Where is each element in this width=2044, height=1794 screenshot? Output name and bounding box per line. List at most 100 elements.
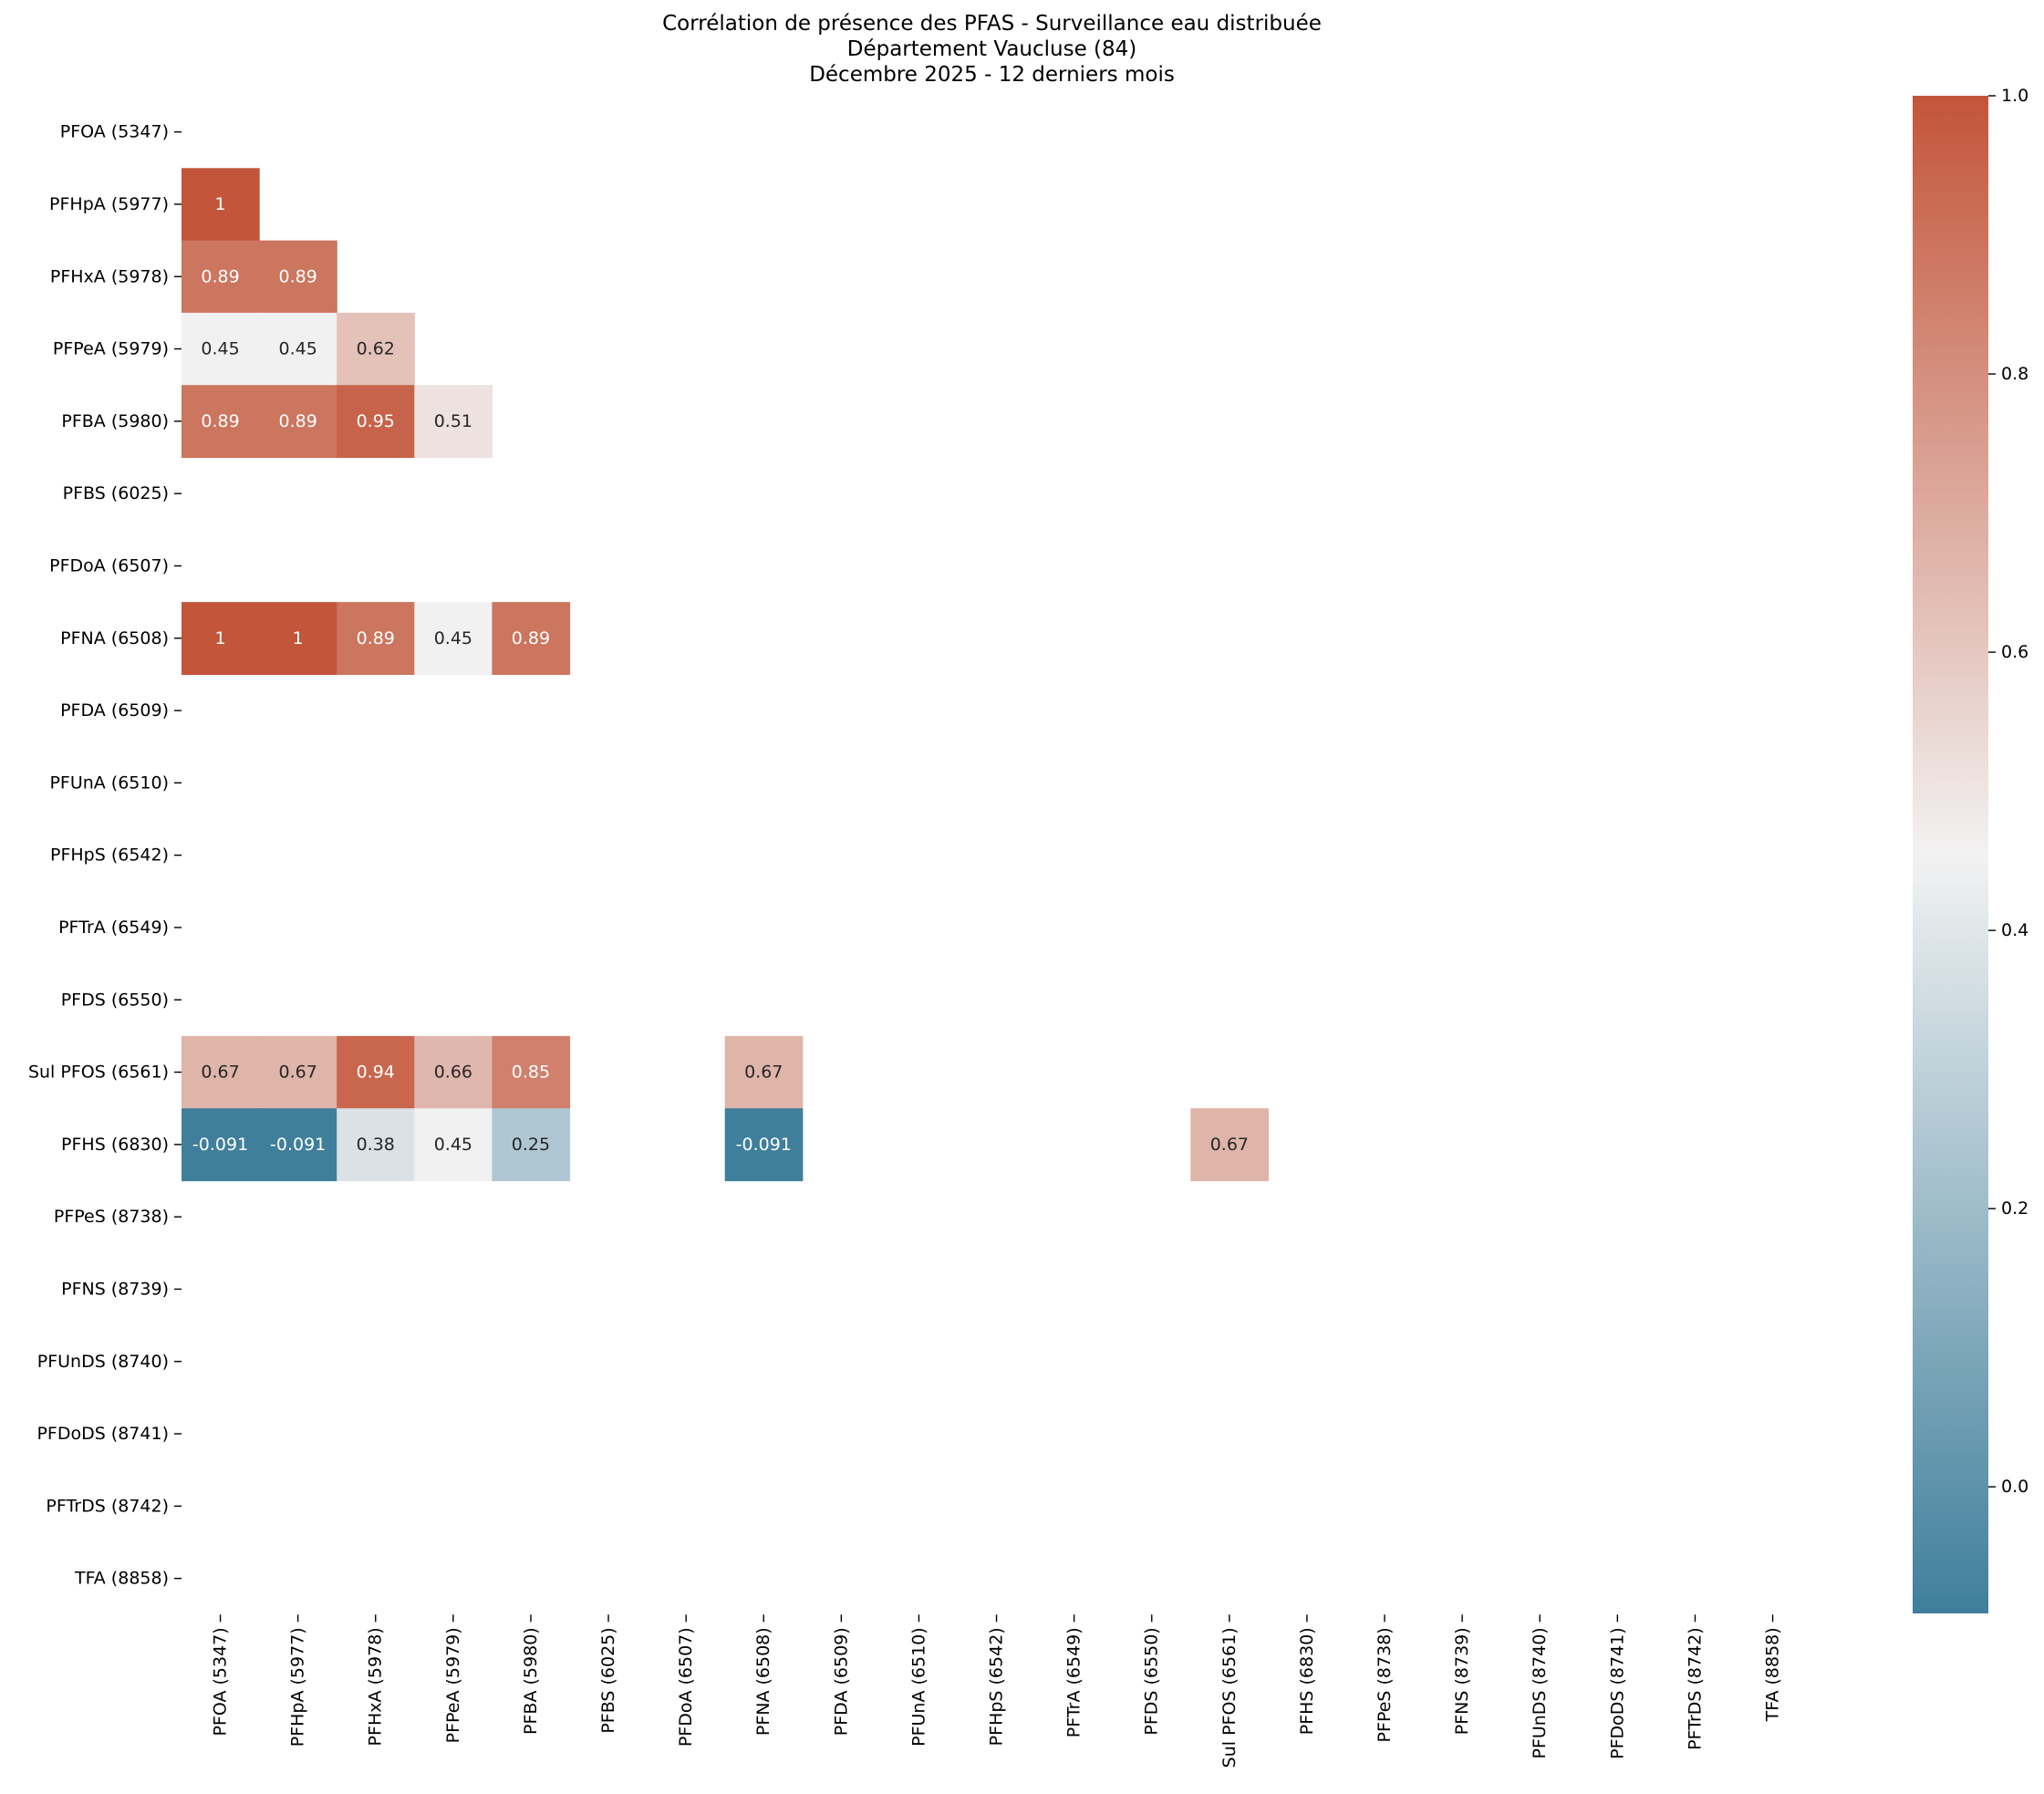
y-tick-label: PFDoDS (8741) — [36, 1424, 169, 1444]
y-tick-label: PFDoA (6507) — [49, 555, 169, 576]
cell-value-label: 0.85 — [512, 1063, 550, 1083]
x-tick-label: TFA (8858) — [1763, 1627, 1783, 1722]
y-tick-label: PFHpA (5977) — [49, 194, 169, 214]
cell-value-label: 0.89 — [512, 628, 550, 648]
y-tick-label: Sul PFOS (6561) — [28, 1063, 169, 1083]
heatmap-cell — [724, 1035, 804, 1109]
chart-title-line-1: Corrélation de présence des PFAS - Surve… — [662, 12, 1322, 36]
x-tick-label: PFDoA (6507) — [676, 1627, 696, 1747]
heatmap-cell — [414, 385, 493, 459]
y-tick-label: PFDS (6550) — [61, 990, 169, 1010]
heatmap-cell — [259, 1108, 337, 1182]
x-tick-label: PFPeS (8738) — [1375, 1627, 1395, 1742]
y-tick-label: PFTrA (6549) — [58, 918, 169, 938]
x-tick-label: PFBA (5980) — [521, 1627, 541, 1735]
heatmap-cell — [182, 1108, 260, 1182]
x-tick-label: PFHpA (5977) — [288, 1627, 308, 1747]
x-tick-label: PFTrDS (8742) — [1685, 1627, 1705, 1750]
x-tick-label: PFDA (6509) — [831, 1627, 851, 1736]
y-tick-label: PFUnDS (8740) — [37, 1352, 169, 1372]
x-tick-label: PFDS (6550) — [1142, 1627, 1162, 1735]
cell-value-label: 1 — [215, 194, 226, 214]
x-tick-label: PFHpS (6542) — [987, 1627, 1007, 1746]
cell-value-label: 0.67 — [1210, 1135, 1249, 1155]
heatmap-cell — [337, 1108, 415, 1182]
heatmap-cell — [414, 602, 493, 675]
heatmap-cell — [182, 385, 260, 459]
cell-value-label: 0.95 — [357, 411, 395, 431]
cell-value-label: 0.45 — [434, 1135, 472, 1155]
cell-value-label: 0.67 — [744, 1063, 783, 1083]
heatmap-cell — [1190, 1108, 1269, 1182]
cell-value-label: 0.89 — [278, 411, 316, 431]
y-tick-label: PFNA (6508) — [60, 628, 169, 648]
heatmap-cell — [492, 602, 571, 675]
heatmap-cell — [337, 1035, 415, 1109]
x-tick-label: PFNS (8739) — [1452, 1627, 1472, 1735]
cell-value-label: 0.45 — [201, 339, 239, 359]
y-tick-label: PFBS (6025) — [63, 483, 169, 503]
x-tick-label: PFTrA (6549) — [1064, 1627, 1084, 1737]
cell-value-label: 0.66 — [434, 1063, 472, 1083]
y-tick-label: PFUnA (6510) — [49, 773, 169, 793]
heatmap-cell — [492, 1108, 571, 1182]
cell-value-label: -0.091 — [270, 1135, 326, 1155]
heatmap-cell — [182, 240, 260, 314]
cell-value-label: 0.89 — [357, 628, 395, 648]
heatmap-cell — [259, 385, 337, 459]
cell-value-label: 0.67 — [201, 1063, 239, 1083]
y-tick-label: PFPeA (5979) — [53, 339, 169, 359]
heatmap-cell — [337, 385, 415, 459]
heatmap-cells: 1 0.89 0.89 0.45 0.45 0.62 0.89 0.89 0.95 0.51 1 1 0… — [182, 168, 1269, 1182]
x-tick-label: PFDoDS (8741) — [1607, 1627, 1627, 1759]
colorbar-tick-label: 0.4 — [2001, 920, 2028, 940]
x-tick-label: PFUnDS (8740) — [1530, 1627, 1550, 1758]
cell-value-label: 0.89 — [278, 266, 316, 286]
y-tick-label: PFDA (6509) — [60, 700, 169, 721]
y-tick-label: PFPeS (8738) — [54, 1207, 169, 1227]
x-tick-label: PFUnA (6510) — [908, 1627, 929, 1747]
cell-value-label: 0.62 — [357, 339, 395, 359]
cell-value-label: -0.091 — [736, 1135, 792, 1155]
heatmap-cell — [492, 1035, 571, 1109]
colorbar: 0.0 0.2 0.4 0.6 0.8 1.0 — [1913, 86, 2028, 1613]
cell-value-label: 0.45 — [434, 628, 472, 648]
heatmap-cell — [724, 1108, 804, 1182]
y-tick-label: PFHS (6830) — [61, 1135, 169, 1155]
x-tick-label: PFHxA (5978) — [366, 1627, 386, 1746]
x-tick-label: PFPeA (5979) — [443, 1627, 463, 1743]
heatmap-cell — [182, 312, 260, 386]
heatmap-cell — [259, 312, 337, 386]
heatmap-cell — [337, 602, 415, 675]
cell-value-label: 0.67 — [278, 1063, 316, 1083]
y-tick-label: PFNS (8739) — [61, 1279, 169, 1299]
x-tick-label: PFNA (6508) — [753, 1627, 773, 1736]
chart-title-line-2: Département Vaucluse (84) — [846, 37, 1137, 61]
heatmap-cell — [414, 1035, 493, 1109]
heatmap-cell — [182, 602, 260, 675]
heatmap-cell — [259, 602, 337, 675]
y-tick-label: PFBA (5980) — [61, 411, 169, 431]
cell-value-label: 0.89 — [201, 266, 239, 286]
colorbar-gradient — [1913, 96, 1988, 1613]
heatmap-cell — [259, 1035, 337, 1109]
colorbar-tick-label: 0.0 — [2001, 1477, 2028, 1497]
cell-value-label: 0.94 — [357, 1063, 395, 1083]
cell-value-label: 0.89 — [201, 411, 239, 431]
heatmap-cell — [414, 1108, 493, 1182]
y-axis: PFOA (5347) PFHpA (5977) PFHxA (5978) PFPeA… — [28, 122, 182, 1589]
colorbar-tick-label: 0.2 — [2001, 1198, 2028, 1218]
colorbar-tick-label: 0.8 — [2001, 364, 2028, 384]
colorbar-tick-label: 1.0 — [2001, 86, 2028, 106]
y-tick-label: PFTrDS (8742) — [46, 1496, 169, 1516]
cell-value-label: 0.51 — [434, 411, 472, 431]
heatmap-cell — [182, 168, 260, 242]
chart-title-line-3: Décembre 2025 - 12 derniers mois — [809, 63, 1175, 87]
cell-value-label: 1 — [293, 628, 304, 648]
y-tick-label: PFHpS (6542) — [50, 845, 169, 866]
y-tick-label: PFOA (5347) — [60, 122, 169, 142]
cell-value-label: 0.38 — [357, 1135, 395, 1155]
x-tick-label: PFOA (5347) — [211, 1627, 231, 1736]
x-tick-label: PFBS (6025) — [598, 1627, 618, 1733]
heatmap-cell — [182, 1035, 260, 1109]
